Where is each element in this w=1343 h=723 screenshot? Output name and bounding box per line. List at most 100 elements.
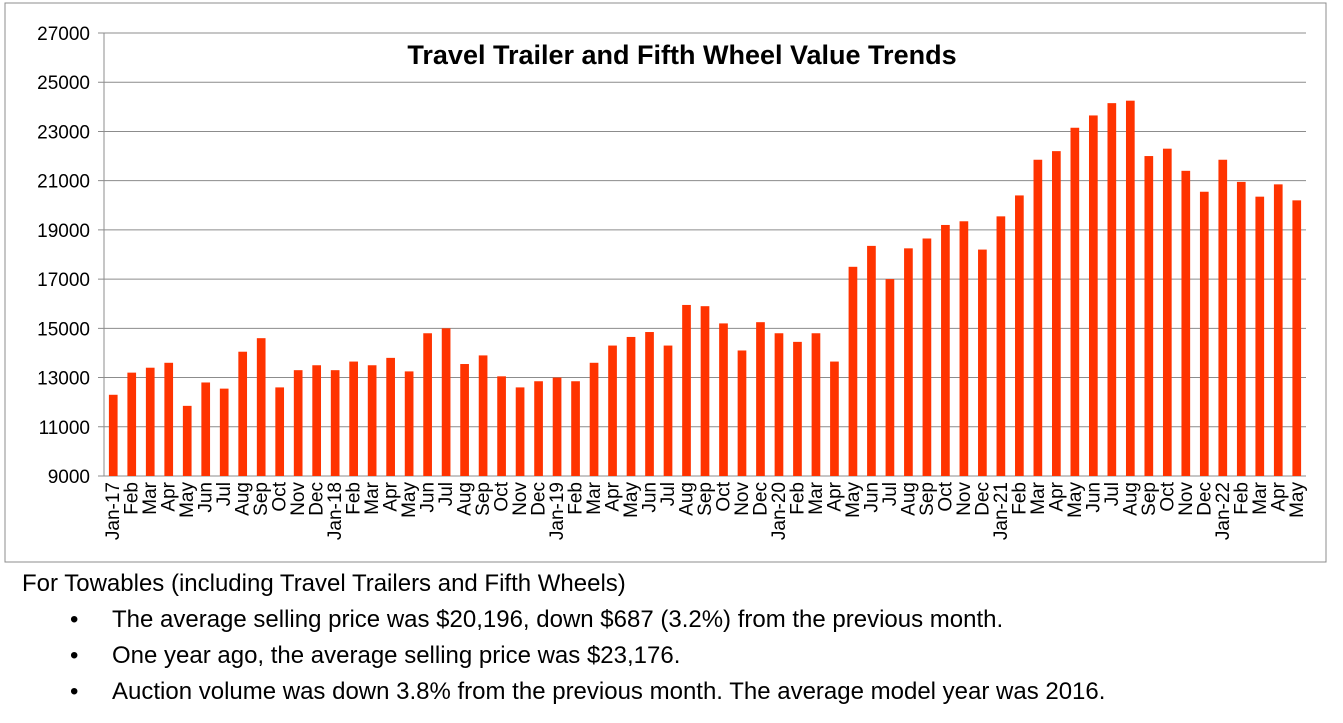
chart-area: 9000 11000 13000 15000 17000 19000 21000 23000 2… bbox=[4, 2, 1327, 563]
x-tick-label: Jan-17 bbox=[103, 482, 124, 540]
bar bbox=[1273, 184, 1283, 476]
x-tick-label: Dec bbox=[1194, 482, 1215, 516]
x-tick-label: Feb bbox=[1231, 482, 1252, 515]
bar bbox=[830, 361, 839, 476]
bar bbox=[534, 381, 543, 476]
bar bbox=[1088, 115, 1098, 477]
x-tick-label: Mar bbox=[584, 481, 605, 514]
x-tick-label: Mar bbox=[806, 481, 827, 514]
bar bbox=[978, 249, 987, 476]
bar bbox=[793, 341, 802, 476]
chart-title: Travel Trailer and Fifth Wheel Value Tre… bbox=[407, 40, 956, 70]
bar bbox=[1181, 170, 1191, 477]
bar bbox=[1107, 103, 1117, 477]
x-tick-label: Apr bbox=[1046, 481, 1067, 511]
bar bbox=[811, 333, 821, 476]
x-tick-label: Nov bbox=[1176, 482, 1197, 516]
bar bbox=[867, 245, 876, 476]
x-tick-label: Apr bbox=[824, 481, 845, 511]
x-tick-label: Feb bbox=[566, 482, 587, 515]
bar bbox=[275, 387, 285, 476]
x-tick-label: Feb bbox=[344, 482, 365, 515]
note-item: • Auction volume was down 3.8% from the p… bbox=[70, 674, 1322, 710]
bar bbox=[238, 351, 248, 476]
bar bbox=[1144, 156, 1154, 477]
bullet-icon: • bbox=[70, 642, 79, 669]
y-tick-label: 23000 bbox=[37, 122, 90, 143]
x-tick-label: Nov bbox=[954, 482, 975, 516]
x-tick-label: Jun bbox=[1083, 482, 1104, 513]
x-tick-label: Jan-20 bbox=[769, 482, 790, 540]
x-tick-label: May bbox=[1287, 482, 1308, 518]
bar bbox=[922, 238, 932, 476]
bar bbox=[774, 333, 784, 476]
y-tick-label: 13000 bbox=[37, 369, 90, 390]
x-tick-label: Nov bbox=[288, 482, 309, 516]
bar bbox=[1052, 151, 1061, 476]
x-tick-label: Jun bbox=[196, 482, 217, 513]
bar bbox=[626, 336, 636, 476]
x-tick-label: Jul bbox=[658, 482, 679, 506]
x-tick-label: May bbox=[843, 482, 864, 518]
x-tick-label: May bbox=[399, 482, 420, 518]
x-tick-label: Sep bbox=[917, 482, 938, 516]
x-tick-label: Aug bbox=[1120, 482, 1141, 516]
bar bbox=[293, 370, 303, 476]
y-tick-label: 21000 bbox=[37, 172, 90, 193]
bullet-icon: • bbox=[70, 606, 79, 633]
bar bbox=[682, 304, 691, 476]
bar bbox=[1199, 191, 1209, 476]
y-tick-label: 25000 bbox=[37, 73, 90, 94]
x-tick-label: Mar bbox=[140, 481, 161, 514]
bar bbox=[663, 345, 673, 476]
bar bbox=[1218, 159, 1228, 476]
notes-list: • The average selling price was $20,196, … bbox=[22, 602, 1322, 710]
x-tick-label: Feb bbox=[1009, 482, 1030, 515]
bar bbox=[182, 405, 192, 476]
x-tick-label: Jun bbox=[861, 482, 882, 513]
bar bbox=[127, 372, 137, 476]
bar bbox=[941, 224, 950, 476]
note-text: One year ago, the average selling price … bbox=[112, 642, 681, 669]
x-tick-label: Oct bbox=[713, 481, 734, 511]
bar bbox=[719, 323, 728, 476]
x-tick-label: Apr bbox=[381, 481, 402, 511]
x-tick-label: Jan-21 bbox=[991, 482, 1012, 540]
x-tick-label: Mar bbox=[362, 481, 383, 514]
x-tick-label: Jun bbox=[418, 482, 439, 513]
x-tick-label: Dec bbox=[307, 482, 328, 516]
x-tick-label: Oct bbox=[270, 481, 291, 511]
x-tick-label: Mar bbox=[1028, 481, 1049, 514]
bar bbox=[996, 216, 1006, 476]
note-text: Auction volume was down 3.8% from the pr… bbox=[112, 678, 1106, 705]
bar bbox=[552, 377, 562, 476]
x-tick-label: Nov bbox=[732, 482, 753, 516]
x-tick-label: Jun bbox=[640, 482, 661, 513]
bar bbox=[404, 371, 414, 476]
x-tick-label: Oct bbox=[935, 481, 956, 511]
note-text: The average selling price was $20,196, d… bbox=[112, 606, 1004, 633]
y-tick-label: 9000 bbox=[48, 467, 90, 488]
bar-chart: 9000 11000 13000 15000 17000 19000 21000 23000 2… bbox=[4, 2, 1327, 563]
bar bbox=[1015, 195, 1024, 476]
bar bbox=[256, 338, 266, 476]
bar bbox=[164, 362, 174, 476]
x-tick-label: Feb bbox=[787, 482, 808, 515]
x-tick-label: Sep bbox=[695, 482, 716, 516]
bar bbox=[367, 365, 377, 476]
bar bbox=[608, 345, 617, 476]
bar bbox=[219, 388, 229, 476]
bar bbox=[460, 364, 469, 476]
x-tick-label: Dec bbox=[750, 482, 771, 516]
x-tick-label: Aug bbox=[455, 482, 476, 516]
bar bbox=[1125, 100, 1135, 477]
bar bbox=[386, 357, 395, 476]
x-tick-label: Mar bbox=[1250, 481, 1271, 514]
bar bbox=[885, 279, 895, 476]
x-tick-label: Dec bbox=[529, 482, 550, 516]
bar bbox=[848, 266, 858, 476]
bar bbox=[1162, 148, 1172, 476]
x-tick-label: Jul bbox=[214, 482, 235, 506]
x-tick-label: Aug bbox=[233, 482, 254, 516]
x-tick-label: Apr bbox=[1268, 481, 1289, 511]
